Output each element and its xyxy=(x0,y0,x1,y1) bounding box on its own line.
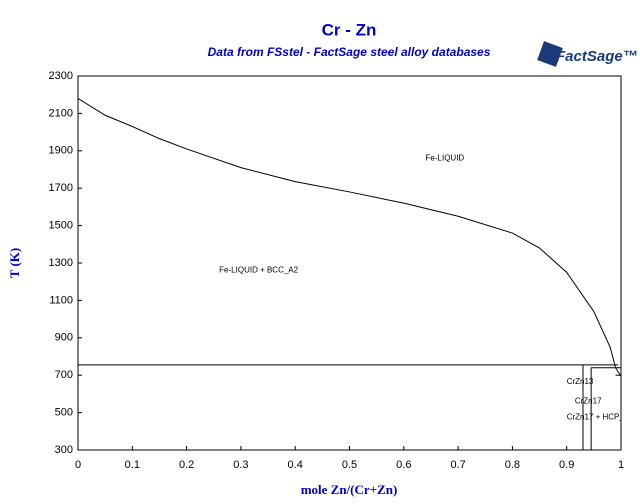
chart-title: Cr - Zn xyxy=(322,20,377,39)
region-label: CrZn13 xyxy=(567,377,594,386)
x-tick-label: 0.6 xyxy=(396,459,411,471)
x-tick-label: 0.2 xyxy=(179,459,194,471)
logo-icon xyxy=(537,41,563,67)
plot-area: Fe-LIQUID Fe-LIQUID + BCC_A2 CrZn13 CrZn17 C… xyxy=(78,98,635,450)
y-tick-label: 2300 xyxy=(49,70,73,82)
x-tick-label: 0 xyxy=(75,459,81,471)
x-tick-label: 0.5 xyxy=(342,459,357,471)
y-tick-label: 900 xyxy=(55,332,73,344)
y-tick-label: 500 xyxy=(55,407,73,419)
y-axis-label: T (K) xyxy=(7,248,22,278)
x-tick-label: 0.3 xyxy=(233,459,248,471)
y-tick-label: 1500 xyxy=(49,220,73,232)
y-tick-label: 700 xyxy=(55,369,73,381)
chart-subtitle: Data from FSstel - FactSage steel alloy … xyxy=(208,45,491,59)
y-tick-label: 300 xyxy=(55,444,73,456)
logo: FactSage™ xyxy=(537,41,638,67)
logo-text: FactSage™ xyxy=(556,48,638,65)
y-tick-label: 2100 xyxy=(49,107,73,119)
phase-line xyxy=(78,98,621,377)
x-axis-label: mole Zn/(Cr+Zn) xyxy=(301,482,398,497)
y-tick-label: 1900 xyxy=(49,145,73,157)
x-tick-label: 0.7 xyxy=(450,459,465,471)
region-label: Fe-LIQUID + BCC_A2 xyxy=(219,266,298,275)
x-tick-label: 0.1 xyxy=(125,459,140,471)
region-label: CrZn17 xyxy=(575,396,602,405)
plot-frame xyxy=(77,75,622,451)
x-tick-label: 0.8 xyxy=(505,459,520,471)
x-tick-label: 0.9 xyxy=(559,459,574,471)
y-tick-label: 1700 xyxy=(49,182,73,194)
x-tick-label: 0.4 xyxy=(288,459,303,471)
y-tick-label: 1300 xyxy=(49,257,73,269)
y-tick-label: 1100 xyxy=(49,294,73,306)
x-tick-label: 1 xyxy=(618,459,624,471)
region-label: CrZn17 + HCP_ZN xyxy=(567,412,635,421)
region-label: Fe-LIQUID xyxy=(426,153,465,162)
